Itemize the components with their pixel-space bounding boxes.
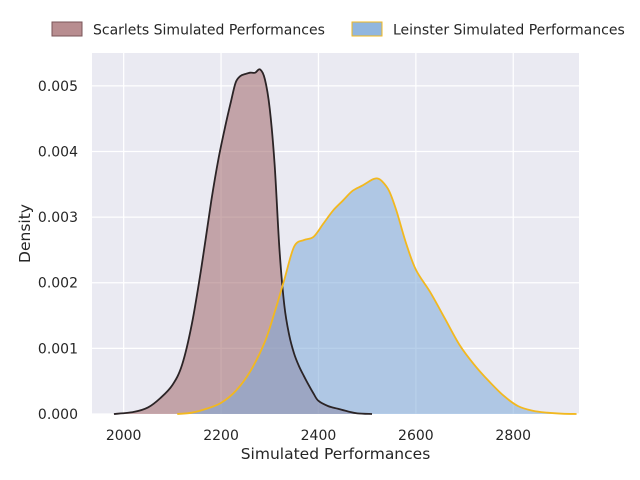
legend-label-scarlets: Scarlets Simulated Performances bbox=[93, 23, 325, 39]
density-area-leinster bbox=[177, 178, 577, 414]
x-tick-label: 2600 bbox=[398, 428, 434, 444]
legend-swatch-scarlets bbox=[51, 21, 83, 37]
y-tick-label: 0.002 bbox=[38, 276, 78, 292]
y-axis-title: Density bbox=[16, 204, 34, 263]
x-tick-label: 2400 bbox=[301, 428, 337, 444]
y-tick-label: 0.005 bbox=[38, 79, 78, 95]
legend-label-leinster: Leinster Simulated Performances bbox=[393, 23, 625, 39]
density-line-scarlets bbox=[113, 68, 373, 415]
x-tick-label: 2200 bbox=[203, 428, 239, 444]
legend: Scarlets Simulated Performances Leinster… bbox=[51, 21, 625, 39]
density-area-scarlets bbox=[113, 69, 373, 414]
legend-swatch-leinster bbox=[351, 21, 383, 37]
y-tick-label: 0.001 bbox=[38, 341, 78, 357]
y-tick-label: 0.004 bbox=[38, 144, 78, 160]
y-axis-ticks: 0.000 0.001 0.002 0.003 0.004 0.005 bbox=[38, 79, 78, 423]
density-line-leinster bbox=[177, 177, 577, 415]
x-axis-title: Simulated Performances bbox=[241, 445, 431, 463]
x-axis-ticks: 2000 2200 2400 2600 2800 bbox=[106, 428, 531, 444]
density-series bbox=[113, 68, 577, 415]
x-tick-label: 2000 bbox=[106, 428, 142, 444]
x-tick-label: 2800 bbox=[495, 428, 531, 444]
y-tick-label: 0.000 bbox=[38, 407, 78, 423]
y-tick-label: 0.003 bbox=[38, 210, 78, 226]
